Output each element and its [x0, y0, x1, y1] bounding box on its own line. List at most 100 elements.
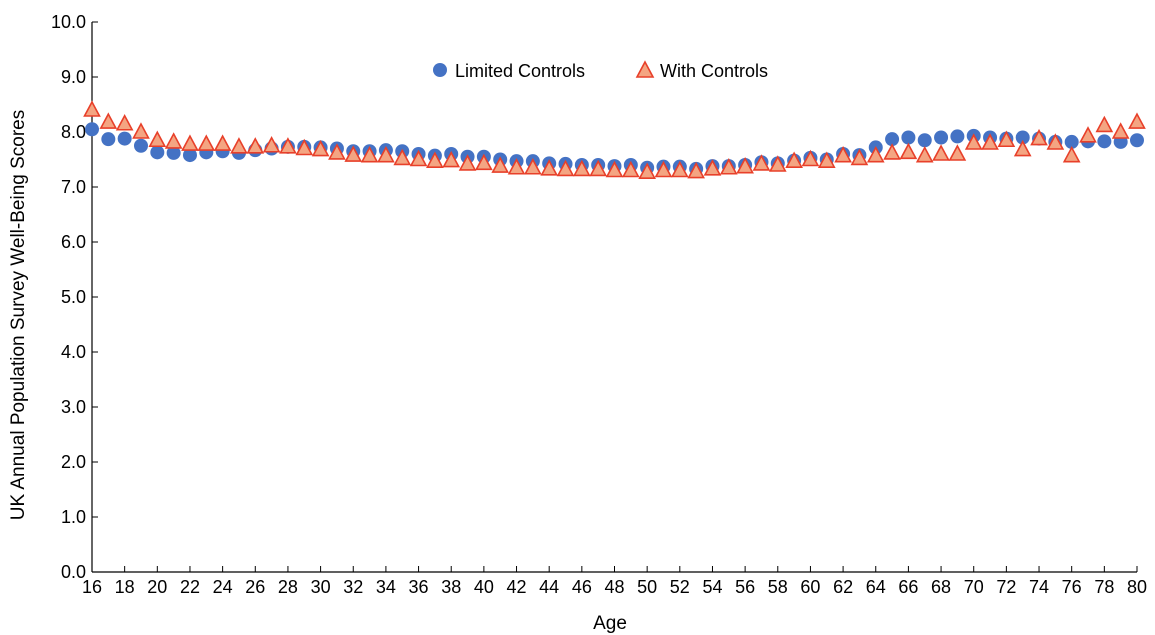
point-with-controls: [736, 156, 754, 174]
point-with-controls: [1030, 128, 1048, 146]
point-with-controls: [703, 159, 722, 176]
point-with-controls: [99, 112, 118, 129]
x-tick-label: 16: [82, 577, 102, 597]
x-tick-label: 18: [115, 577, 135, 597]
point-with-controls: [899, 142, 918, 160]
point-with-controls: [295, 138, 314, 156]
point-with-controls: [785, 151, 803, 168]
point-limited-controls: [117, 131, 132, 146]
point-with-controls: [213, 134, 232, 151]
legend-label-with-controls: With Controls: [660, 61, 768, 81]
point-with-controls: [866, 145, 885, 163]
point-limited-controls: [917, 133, 932, 148]
chart-axes: [91, 22, 1137, 573]
point-with-controls: [850, 148, 869, 166]
point-with-controls: [687, 161, 705, 179]
x-tick-label: 50: [637, 577, 657, 597]
x-tick-label: 26: [245, 577, 265, 597]
point-with-controls: [801, 149, 820, 167]
point-with-controls: [360, 145, 379, 163]
point-with-controls: [83, 100, 101, 117]
point-with-controls: [573, 159, 591, 177]
point-with-controls: [262, 136, 281, 153]
point-with-controls: [1079, 126, 1097, 143]
point-with-controls: [621, 160, 640, 178]
point-with-controls: [475, 153, 493, 171]
point-with-controls: [115, 114, 134, 131]
x-tick-label: 72: [996, 577, 1016, 597]
point-limited-controls: [1130, 133, 1144, 148]
point-with-controls: [719, 158, 738, 175]
point-limited-controls: [150, 145, 165, 160]
point-with-controls: [915, 145, 934, 163]
x-tick-label: 24: [213, 577, 233, 597]
x-tick-label: 42: [507, 577, 527, 597]
x-tick-label: 46: [572, 577, 592, 597]
point-with-controls: [442, 150, 461, 168]
x-tick-label: 30: [311, 577, 331, 597]
point-limited-controls: [934, 130, 949, 145]
point-limited-controls: [1015, 130, 1030, 145]
point-with-controls: [638, 162, 656, 179]
point-limited-controls: [1097, 134, 1112, 149]
point-with-controls: [1062, 145, 1081, 163]
point-with-controls: [344, 145, 363, 162]
point-with-controls: [507, 158, 526, 175]
y-tick-label: 7.0: [61, 177, 86, 197]
x-tick-label: 34: [376, 577, 396, 597]
point-with-controls: [948, 144, 967, 161]
point-with-controls: [932, 144, 950, 161]
point-with-controls: [981, 133, 999, 150]
point-with-controls: [589, 159, 608, 177]
x-tick-label: 44: [539, 577, 559, 597]
point-limited-controls: [133, 138, 148, 153]
y-tick-label: 3.0: [61, 397, 86, 417]
legend-marker-limited-controls: [433, 63, 447, 77]
point-with-controls: [164, 132, 183, 149]
x-tick-label: 32: [343, 577, 363, 597]
point-with-controls: [524, 158, 542, 175]
y-tick-label: 0.0: [61, 562, 86, 582]
y-tick-label: 9.0: [61, 67, 86, 87]
y-tick-label: 5.0: [61, 287, 86, 307]
x-tick-label: 52: [670, 577, 690, 597]
y-tick-label: 10.0: [51, 12, 86, 32]
x-tick-label: 40: [474, 577, 494, 597]
point-with-controls: [540, 159, 559, 176]
point-limited-controls: [901, 130, 916, 145]
x-tick-label: 28: [278, 577, 298, 597]
point-limited-controls: [950, 129, 965, 144]
point-limited-controls: [101, 132, 116, 147]
x-tick-label: 80: [1127, 577, 1147, 597]
point-with-controls: [1013, 139, 1032, 157]
x-tick-label: 54: [702, 577, 722, 597]
point-with-controls: [654, 160, 673, 178]
point-with-controls: [883, 143, 901, 160]
point-with-controls: [605, 160, 624, 178]
point-limited-controls: [166, 145, 181, 160]
x-tick-label: 64: [866, 577, 886, 597]
x-axis-title: Age: [593, 613, 627, 634]
point-with-controls: [768, 155, 787, 172]
y-axis-title: UK Annual Population Survey Well-Being S…: [8, 110, 29, 521]
point-limited-controls: [182, 148, 197, 163]
x-tick-label: 66: [898, 577, 918, 597]
x-tick-label: 20: [147, 577, 167, 597]
point-with-controls: [491, 156, 510, 173]
point-with-controls: [964, 133, 983, 150]
x-tick-label: 60: [800, 577, 820, 597]
chart-points: [83, 100, 1146, 179]
point-with-controls: [1128, 112, 1146, 129]
point-with-controls: [377, 145, 395, 163]
point-with-controls: [997, 130, 1016, 148]
point-limited-controls: [85, 122, 99, 137]
y-tick-label: 6.0: [61, 232, 86, 252]
x-tick-label: 58: [768, 577, 788, 597]
x-tick-label: 22: [180, 577, 200, 597]
y-tick-label: 2.0: [61, 452, 86, 472]
legend-label-limited-controls: Limited Controls: [455, 61, 585, 81]
point-with-controls: [817, 151, 836, 168]
x-tick-label: 74: [1029, 577, 1049, 597]
x-tick-label: 36: [409, 577, 429, 597]
x-tick-label: 62: [833, 577, 853, 597]
